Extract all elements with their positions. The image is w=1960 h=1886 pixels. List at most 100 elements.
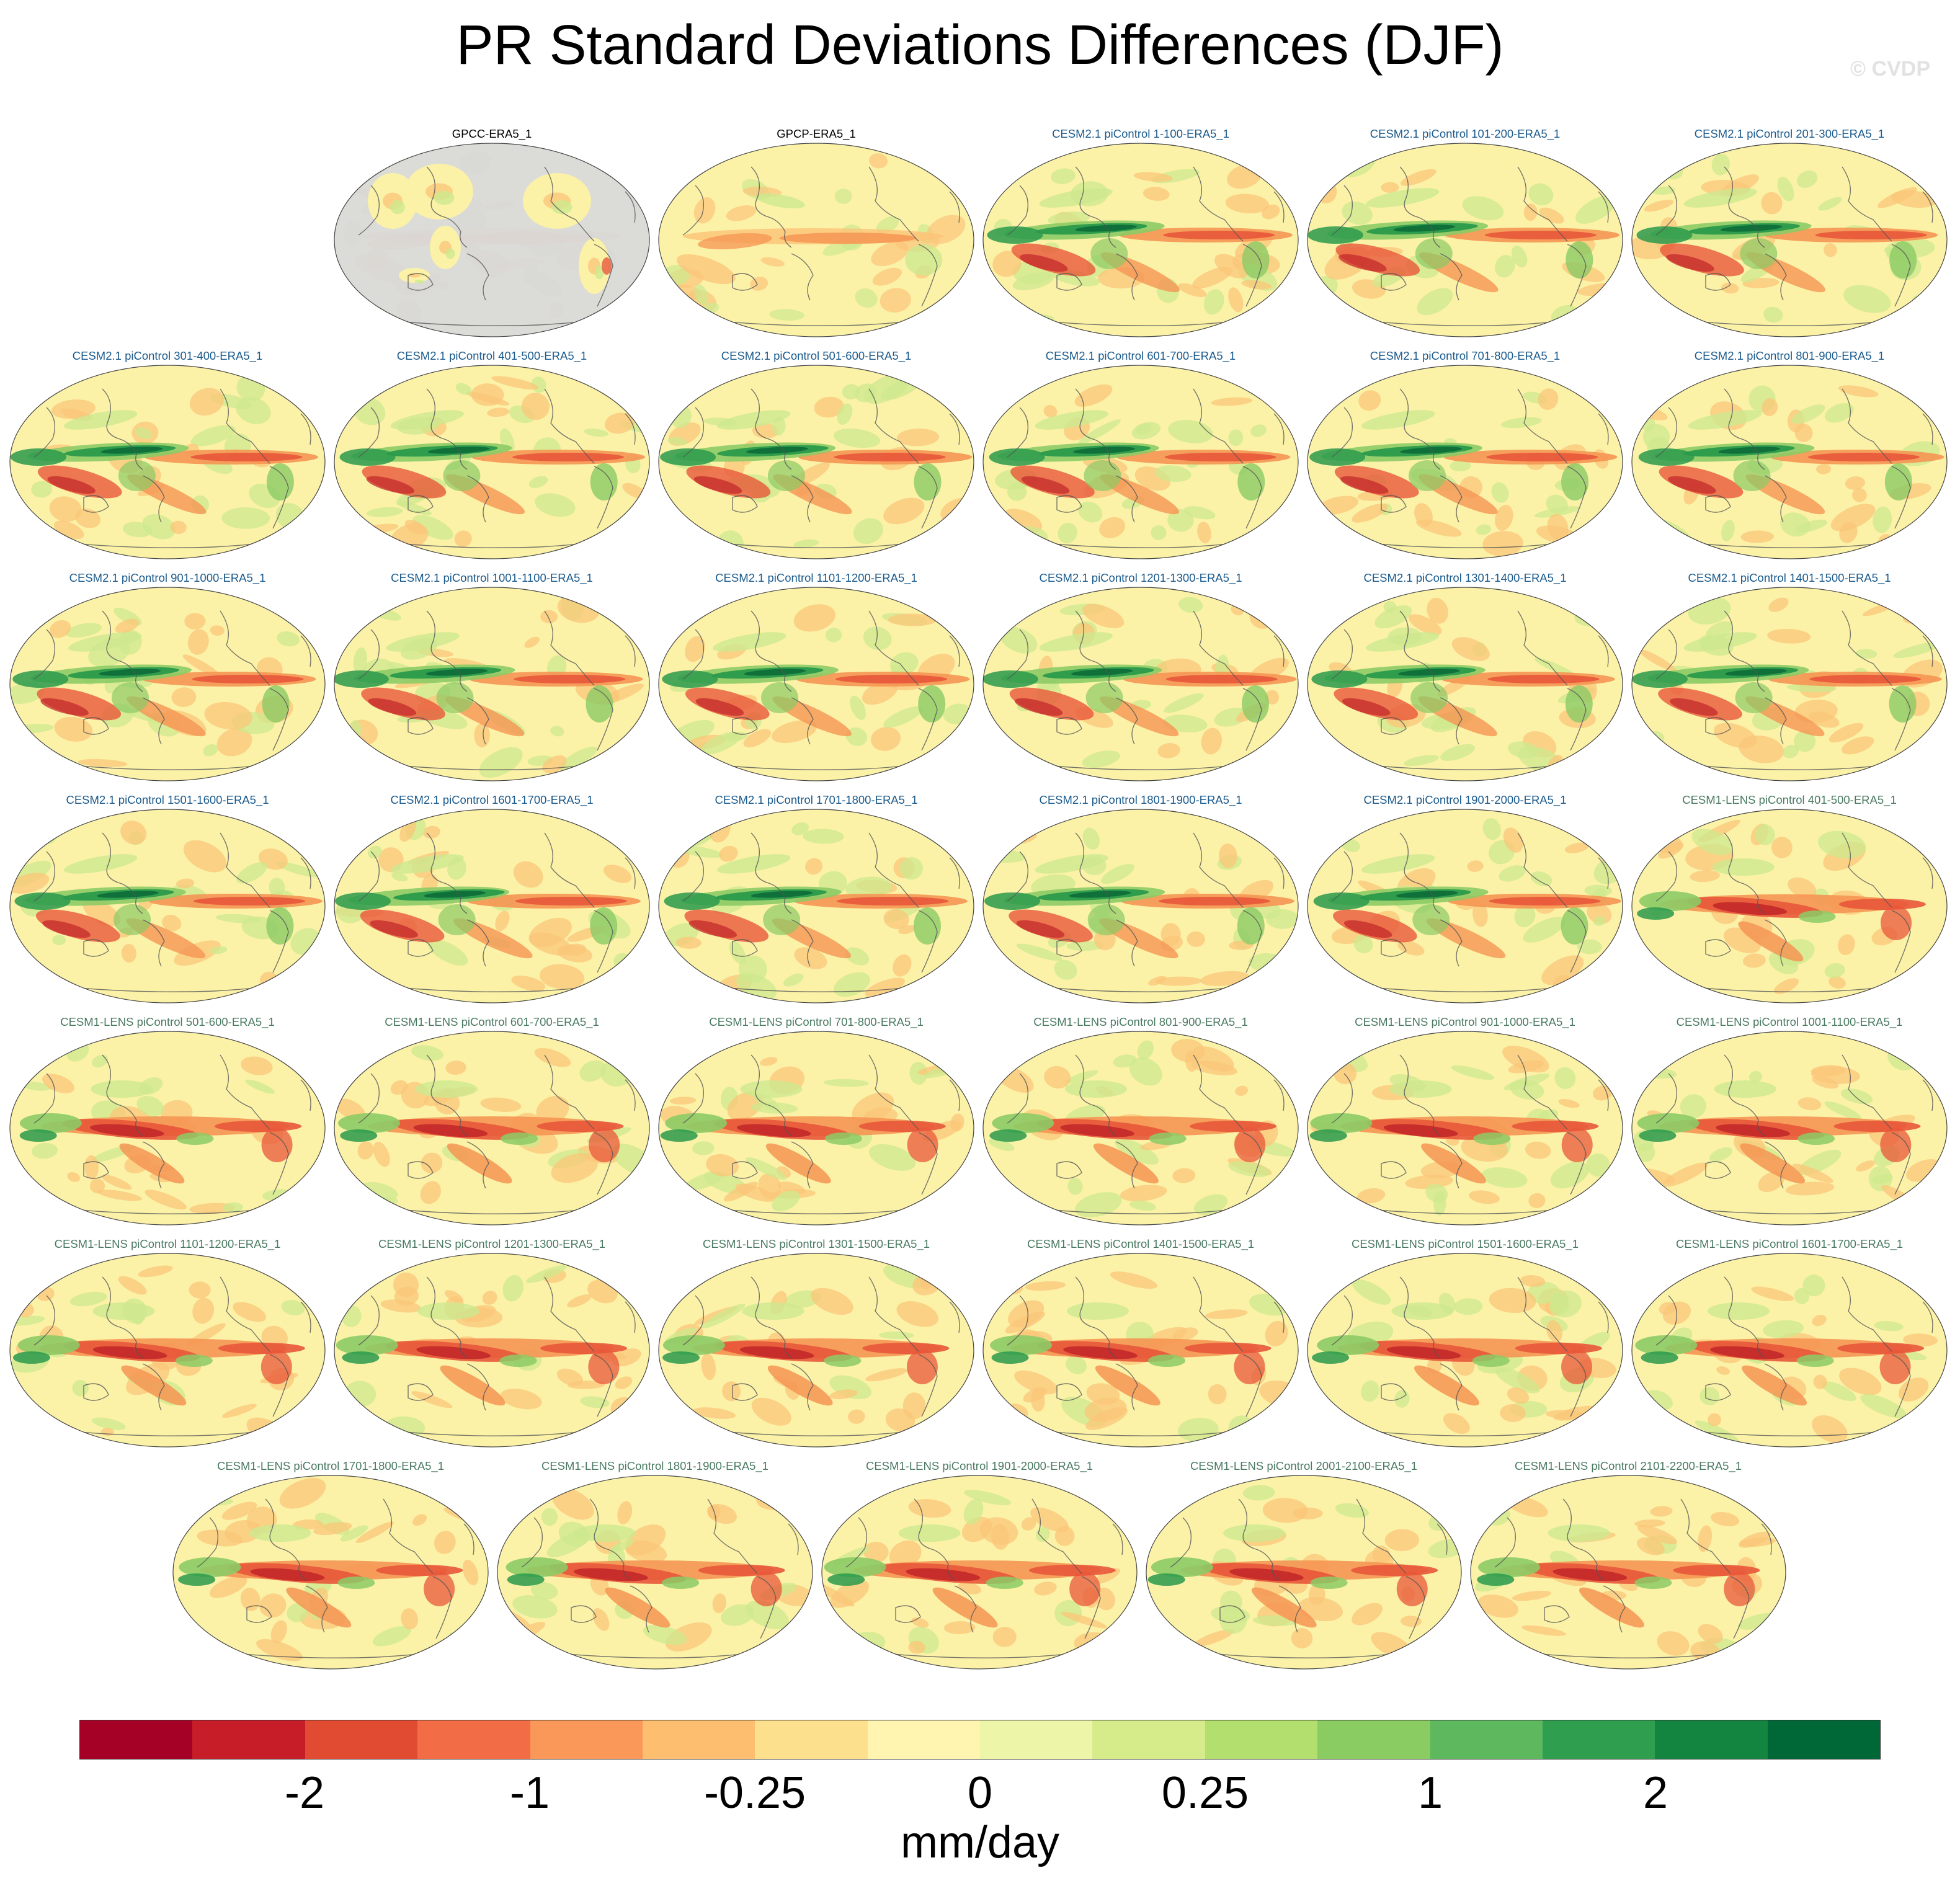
robinson-map <box>9 1031 326 1225</box>
map-panel: CESM1-LENS piControl 1001-1100-ERA5_1 <box>1631 1015 1948 1226</box>
map-panel: CESM1-LENS piControl 2101-2200-ERA5_1 <box>1470 1459 1786 1670</box>
map-panel: CESM1-LENS piControl 1601-1700-ERA5_1 <box>1631 1237 1948 1448</box>
robinson-map <box>658 1031 974 1225</box>
colorbar-tick: -2 <box>284 1768 325 1818</box>
robinson-map <box>1307 365 1623 559</box>
colorbar-tick: 2 <box>1642 1768 1668 1818</box>
map-panel-label: CESM2.1 piControl 1701-1800-ERA5_1 <box>715 793 918 806</box>
figure-title: PR Standard Deviations Differences (DJF) <box>456 14 1504 76</box>
robinson-map <box>9 365 326 559</box>
map-panel: CESM1-LENS piControl 1101-1200-ERA5_1 <box>9 1237 326 1448</box>
map-panel-label: CESM1-LENS piControl 1501-1600-ERA5_1 <box>1351 1237 1579 1250</box>
map-panel: CESM2.1 piControl 1-100-ERA5_1 <box>982 127 1299 338</box>
robinson-map <box>1631 1253 1948 1448</box>
map-panel: CESM1-LENS piControl 901-1000-ERA5_1 <box>1307 1015 1623 1226</box>
map-panel-label: GPCC-ERA5_1 <box>452 127 532 140</box>
map-panel: CESM2.1 piControl 401-500-ERA5_1 <box>334 349 650 560</box>
map-panel-label: CESM2.1 piControl 1301-1400-ERA5_1 <box>1363 571 1567 584</box>
map-panel: CESM2.1 piControl 1001-1100-ERA5_1 <box>334 571 650 782</box>
robinson-map <box>9 809 326 1003</box>
map-panel-label: CESM2.1 piControl 401-500-ERA5_1 <box>396 349 587 362</box>
map-panel-label: CESM2.1 piControl 201-300-ERA5_1 <box>1694 127 1885 140</box>
map-panel-label: CESM1-LENS piControl 1101-1200-ERA5_1 <box>54 1237 281 1250</box>
colorbar-tick: 0 <box>967 1768 993 1818</box>
map-panel-label: CESM1-LENS piControl 1401-1500-ERA5_1 <box>1027 1237 1255 1250</box>
colorbar-swatch <box>1542 1720 1655 1759</box>
robinson-map <box>982 1253 1299 1448</box>
robinson-map <box>1631 1031 1948 1225</box>
robinson-map <box>1631 143 1948 337</box>
map-panel: CESM1-LENS piControl 801-900-ERA5_1 <box>982 1015 1299 1226</box>
robinson-map <box>9 1253 326 1448</box>
robinson-map <box>334 1031 650 1225</box>
map-panel-label: CESM1-LENS piControl 1301-1500-ERA5_1 <box>702 1237 930 1250</box>
map-panel: CESM2.1 piControl 601-700-ERA5_1 <box>982 349 1299 560</box>
cvdp-watermark: © CVDP <box>1850 57 1930 81</box>
colorbar-swatch <box>1655 1720 1768 1759</box>
map-panel: CESM1-LENS piControl 1501-1600-ERA5_1 <box>1307 1237 1623 1448</box>
robinson-map <box>982 143 1299 337</box>
map-panel: CESM2.1 piControl 301-400-ERA5_1 <box>9 349 326 560</box>
map-panel-label: CESM1-LENS piControl 501-600-ERA5_1 <box>60 1015 275 1028</box>
map-panel-label: CESM1-LENS piControl 2001-2100-ERA5_1 <box>1190 1459 1418 1472</box>
robinson-map <box>658 809 974 1003</box>
map-panel: CESM1-LENS piControl 1301-1500-ERA5_1 <box>658 1237 974 1448</box>
map-panel: CESM2.1 piControl 101-200-ERA5_1 <box>1307 127 1623 338</box>
robinson-map <box>658 365 974 559</box>
colorbar-swatch <box>192 1720 305 1759</box>
map-panel-label: CESM1-LENS piControl 701-800-ERA5_1 <box>709 1015 924 1028</box>
colorbar-swatch <box>1317 1720 1430 1759</box>
colorbar-swatch <box>867 1720 980 1759</box>
robinson-map <box>982 809 1299 1003</box>
map-panel: CESM2.1 piControl 1301-1400-ERA5_1 <box>1307 571 1623 782</box>
map-panel-label: CESM2.1 piControl 1601-1700-ERA5_1 <box>390 793 594 806</box>
map-panel: CESM1-LENS piControl 1801-1900-ERA5_1 <box>497 1459 813 1670</box>
robinson-map <box>658 1253 974 1448</box>
map-panel: CESM2.1 piControl 1601-1700-ERA5_1 <box>334 793 650 1004</box>
map-panel: CESM2.1 piControl 201-300-ERA5_1 <box>1631 127 1948 338</box>
map-panel-label: CESM2.1 piControl 1901-2000-ERA5_1 <box>1363 793 1567 806</box>
robinson-map <box>821 1475 1138 1670</box>
robinson-map <box>658 587 974 781</box>
map-panel: CESM1-LENS piControl 1401-1500-ERA5_1 <box>982 1237 1299 1448</box>
colorbar-swatch <box>1205 1720 1318 1759</box>
map-panel-label: CESM2.1 piControl 1801-1900-ERA5_1 <box>1039 793 1242 806</box>
map-panel-label: CESM1-LENS piControl 1201-1300-ERA5_1 <box>378 1237 606 1250</box>
robinson-map <box>334 143 650 337</box>
map-panel: CESM1-LENS piControl 701-800-ERA5_1 <box>658 1015 974 1226</box>
map-panel-label: CESM1-LENS piControl 901-1000-ERA5_1 <box>1355 1015 1575 1028</box>
robinson-map <box>1307 809 1623 1003</box>
robinson-map <box>1307 143 1623 337</box>
map-panel: CESM2.1 piControl 1201-1300-ERA5_1 <box>982 571 1299 782</box>
map-panel: CESM2.1 piControl 801-900-ERA5_1 <box>1631 349 1948 560</box>
map-panel-label: CESM2.1 piControl 1501-1600-ERA5_1 <box>66 793 269 806</box>
map-panel: CESM1-LENS piControl 1701-1800-ERA5_1 <box>172 1459 489 1670</box>
map-panel: CESM2.1 piControl 1401-1500-ERA5_1 <box>1631 571 1948 782</box>
robinson-map <box>334 809 650 1003</box>
map-panel-label: CESM2.1 piControl 1-100-ERA5_1 <box>1052 127 1229 140</box>
map-panel: CESM2.1 piControl 1501-1600-ERA5_1 <box>9 793 326 1004</box>
map-panel-label: CESM2.1 piControl 1401-1500-ERA5_1 <box>1688 571 1891 584</box>
map-panel-label: CESM1-LENS piControl 601-700-ERA5_1 <box>385 1015 599 1028</box>
robinson-map <box>9 587 326 781</box>
map-panel-label: GPCP-ERA5_1 <box>777 127 856 140</box>
map-panel-label: CESM2.1 piControl 301-400-ERA5_1 <box>72 349 263 362</box>
robinson-map <box>1631 365 1948 559</box>
robinson-map <box>1470 1475 1786 1670</box>
map-panel: CESM1-LENS piControl 401-500-ERA5_1 <box>1631 793 1948 1004</box>
map-panel: CESM1-LENS piControl 2001-2100-ERA5_1 <box>1146 1459 1462 1670</box>
map-panel-label: CESM1-LENS piControl 2101-2200-ERA5_1 <box>1514 1459 1742 1472</box>
colorbar-swatch <box>1092 1720 1205 1759</box>
robinson-map <box>1146 1475 1462 1670</box>
colorbar-swatch <box>417 1720 530 1759</box>
map-panel: CESM1-LENS piControl 501-600-ERA5_1 <box>9 1015 326 1226</box>
map-panel-label: CESM2.1 piControl 901-1000-ERA5_1 <box>69 571 266 584</box>
robinson-map <box>982 1031 1299 1225</box>
colorbar-swatch <box>1430 1720 1543 1759</box>
map-panel: GPCP-ERA5_1 <box>658 127 974 338</box>
map-panel-label: CESM2.1 piControl 1201-1300-ERA5_1 <box>1039 571 1242 584</box>
map-panel: CESM2.1 piControl 501-600-ERA5_1 <box>658 349 974 560</box>
robinson-map <box>334 587 650 781</box>
colorbar-swatch <box>80 1720 193 1759</box>
map-panel-label: CESM1-LENS piControl 1601-1700-ERA5_1 <box>1675 1237 1904 1250</box>
